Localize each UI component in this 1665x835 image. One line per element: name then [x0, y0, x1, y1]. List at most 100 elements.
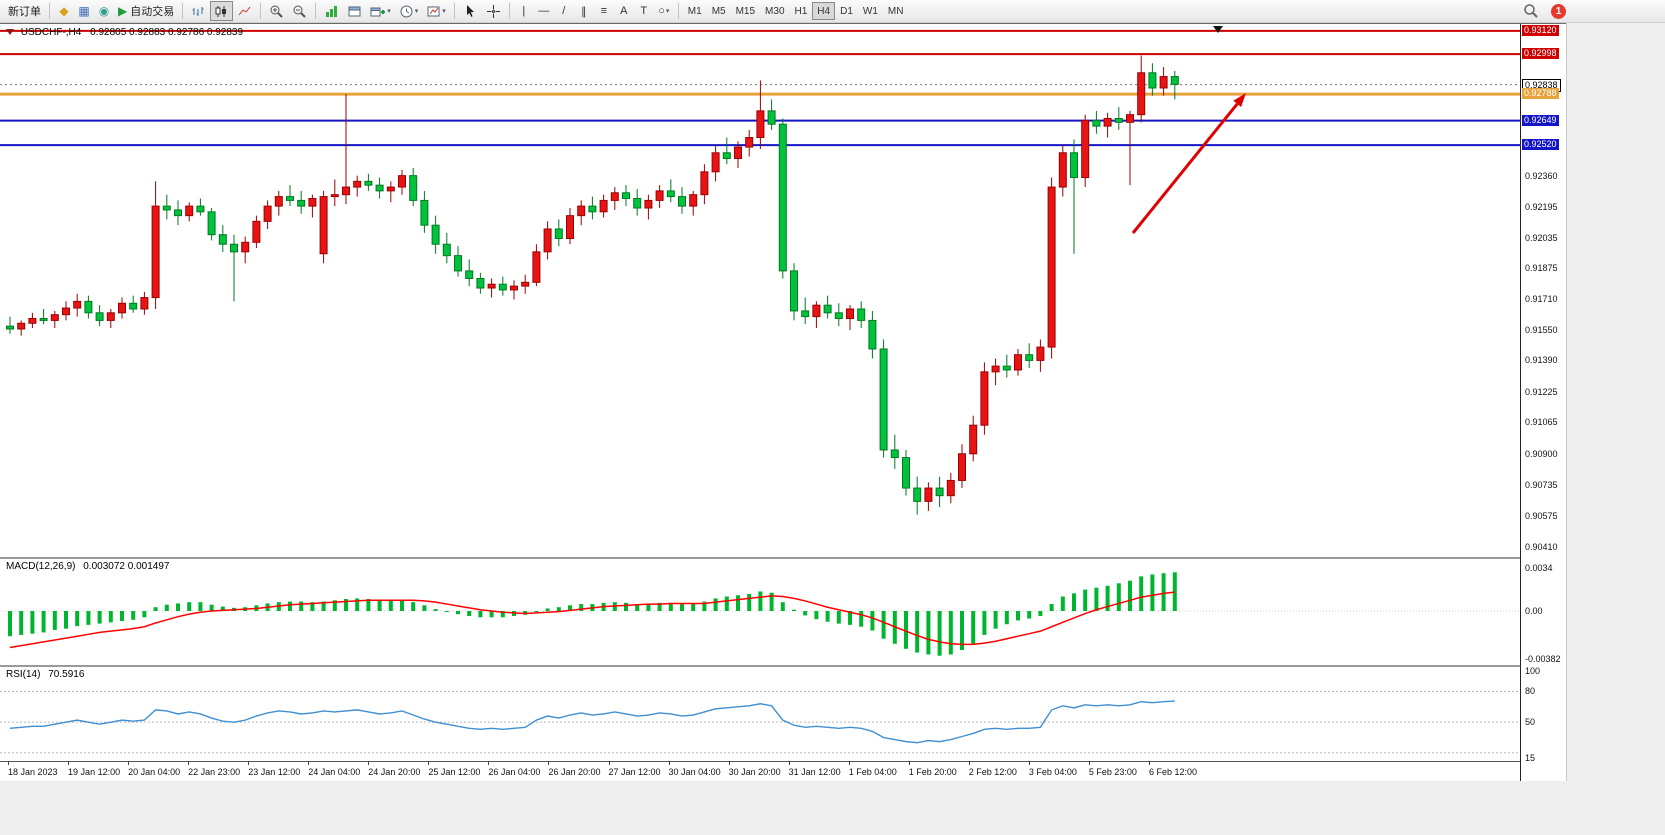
objects-window-icon[interactable] — [343, 1, 366, 21]
search-icon[interactable] — [1519, 1, 1543, 21]
timeframe-button-m15[interactable]: M15 — [731, 2, 760, 20]
candle-body — [969, 424, 978, 455]
macd-histogram-bar — [467, 611, 472, 617]
macd-histogram-bar — [915, 611, 920, 653]
time-axis-label: 25 Jan 12:00 — [428, 767, 481, 777]
candle-body — [857, 308, 866, 321]
zoom-out-icon[interactable] — [288, 1, 311, 21]
time-axis-label: 30 Jan 20:00 — [728, 767, 781, 777]
price-axis-label: 0.92035 — [1525, 232, 1558, 243]
trend-arrow-head — [1233, 93, 1246, 108]
candle-body — [398, 175, 406, 188]
chart-title: USDCHF-,H4 0.92805 0.92883 0.92786 0.928… — [6, 27, 243, 38]
time-axis-label: 5 Feb 23:00 — [1088, 767, 1137, 777]
candle-body — [185, 205, 194, 217]
crosshair-icon[interactable] — [482, 1, 505, 21]
timeframe-button-m30[interactable]: M30 — [760, 2, 789, 20]
panel-splitter[interactable] — [0, 557, 1566, 559]
vertical-line-icon[interactable]: | — [514, 1, 534, 21]
macd-histogram — [8, 572, 1177, 656]
time-axis-tick — [488, 761, 490, 765]
line-chart-glyph — [238, 6, 251, 15]
price-axis-label: 0.91550 — [1525, 324, 1558, 335]
rsi-name: RSI(14) — [6, 669, 41, 680]
chart-menu-icon[interactable] — [6, 29, 14, 36]
timeframe-button-m1[interactable]: M1 — [683, 2, 707, 20]
macd-panel[interactable] — [0, 559, 1520, 665]
new-order-button[interactable]: 新订单 — [4, 1, 45, 21]
candle-body — [711, 152, 720, 173]
templates-icon[interactable]: ▾ — [422, 1, 450, 21]
candle-body — [151, 205, 160, 299]
main-toolbar: 新订单 ◆ ▦ ◉ ▶ 自动交易 — [0, 0, 1665, 23]
toolbar-separator — [453, 3, 455, 19]
candle-body — [230, 243, 238, 253]
horizontal-line-icon[interactable]: — — [534, 1, 554, 21]
cursor-icon[interactable] — [459, 1, 482, 21]
line-anchor-marker-icon[interactable] — [1213, 26, 1223, 33]
time-axis-tick — [548, 761, 550, 765]
candle-body — [263, 205, 272, 222]
macd-histogram-bar — [825, 611, 830, 622]
time-axis-tick — [128, 761, 130, 765]
time-axis-tick — [368, 761, 370, 765]
bar-chart-icon[interactable] — [187, 1, 210, 21]
candle-body — [655, 190, 664, 201]
fibonacci-icon[interactable]: ≡ — [594, 1, 614, 21]
candle-body — [734, 146, 742, 159]
timeframe-button-m5[interactable]: M5 — [707, 2, 731, 20]
macd-histogram-bar — [422, 605, 427, 611]
panel-splitter[interactable] — [0, 665, 1566, 667]
zoom-in-glyph — [270, 5, 283, 18]
macd-histogram-bar — [814, 611, 819, 620]
timeframe-button-mn[interactable]: MN — [883, 2, 909, 20]
charts-icon[interactable]: ◆ — [54, 1, 74, 21]
macd-histogram-bar — [1004, 611, 1009, 625]
notification-badge[interactable]: 1 — [1551, 3, 1566, 19]
macd-histogram-bar — [1150, 574, 1155, 611]
macd-histogram-bar — [489, 611, 494, 618]
indicators-icon[interactable] — [320, 1, 343, 21]
line-chart-icon[interactable] — [233, 1, 256, 21]
candle-body — [1137, 72, 1146, 116]
rsi-axis-label: 15 — [1525, 752, 1536, 763]
main-chart[interactable] — [0, 24, 1520, 557]
macd-histogram-bar — [971, 611, 976, 644]
rsi-panel[interactable] — [0, 667, 1520, 761]
trendline-icon[interactable]: / — [554, 1, 574, 21]
macd-histogram-bar — [209, 604, 214, 611]
timeframe-button-h4[interactable]: H4 — [812, 2, 836, 20]
macd-histogram-bar — [8, 611, 12, 637]
time-axis[interactable]: 18 Jan 2023 19 Jan 12:00 20 Jan 04:00 22 Ja… — [0, 761, 1520, 782]
candle-body — [1170, 76, 1179, 85]
crosshair-glyph — [486, 4, 500, 18]
market-watch-icon[interactable]: ▦ — [74, 1, 94, 21]
candle-body — [274, 196, 283, 207]
auto-trading-button[interactable]: ▶ 自动交易 — [114, 1, 178, 21]
template-glyph — [427, 6, 440, 16]
shapes-icon[interactable]: ○ ▾ — [654, 1, 674, 21]
chevron-down-icon: ▾ — [442, 8, 446, 15]
macd-histogram-bar — [153, 607, 158, 611]
text-label-icon[interactable]: T — [634, 1, 654, 21]
macd-histogram-bar — [1060, 596, 1065, 611]
new-chart-icon[interactable]: ▾ — [366, 1, 395, 21]
periods-icon[interactable]: ▾ — [395, 1, 423, 21]
candle-body — [1014, 354, 1022, 371]
zoom-out-glyph — [293, 5, 306, 18]
experts-icon[interactable]: ◉ — [94, 1, 114, 21]
candlestick-chart-icon[interactable] — [210, 1, 234, 21]
timeframe-button-d1[interactable]: D1 — [835, 2, 858, 20]
text-icon[interactable]: A — [614, 1, 634, 21]
timeframe-button-h1[interactable]: H1 — [790, 2, 813, 20]
price-axis[interactable]: 0.92360 0.92195 0.92035 0.91875 0.91710 0.915… — [1520, 24, 1566, 782]
macd-histogram-bar — [780, 602, 785, 611]
rsi-axis-label: 100 — [1525, 666, 1541, 676]
candle-body — [924, 487, 933, 502]
macd-histogram-bar — [1016, 611, 1020, 621]
timeframe-button-w1[interactable]: W1 — [858, 2, 883, 20]
candle-body — [1114, 117, 1123, 123]
channel-icon[interactable]: ∥ — [574, 1, 594, 21]
trend-arrow-annotation[interactable] — [1131, 102, 1239, 234]
zoom-in-icon[interactable] — [265, 1, 288, 21]
